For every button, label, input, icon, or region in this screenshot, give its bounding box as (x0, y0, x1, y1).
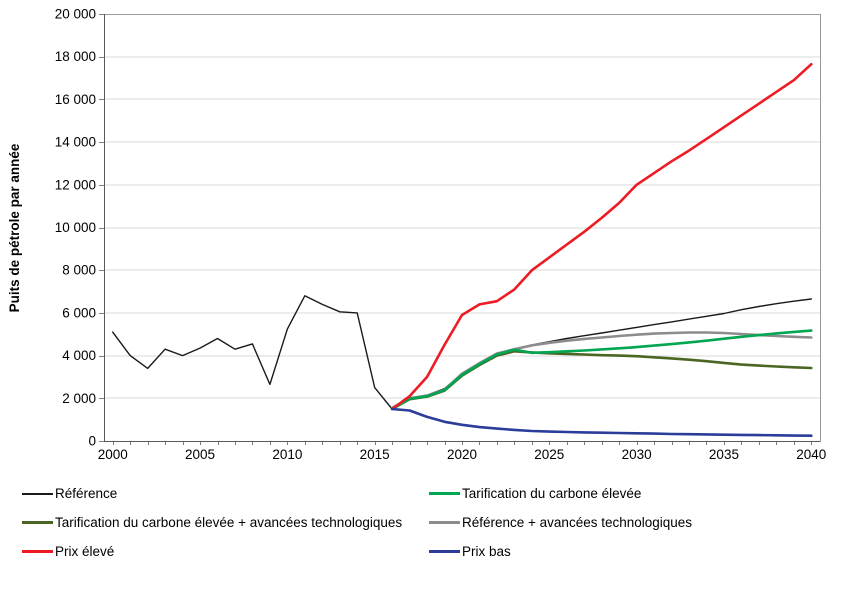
legend-label-carbon-price-high-tech: Tarification du carbone élevée + avancée… (55, 515, 403, 530)
series-line-3 (390, 331, 813, 410)
legend-label-reference: Référence (55, 486, 118, 501)
y-tick-label: 20 000 (55, 7, 96, 22)
legend-swatch-carbon-price-high-tech (22, 521, 53, 524)
y-tick-labels: 0 2 000 4 000 6 000 8 000 10 000 12 000 14 000 1… (55, 7, 96, 449)
axis-lines (103, 14, 820, 443)
legend-swatch-reference (22, 492, 53, 495)
y-tick-label: 0 (88, 434, 96, 449)
y-tick-label: 6 000 (62, 305, 96, 320)
legend-item-carbon-price-high: Tarification du carbone élevée (429, 486, 832, 501)
x-tick-label: 2000 (98, 447, 128, 462)
legend-label-reference-tech: Référence + avancées technologiques (462, 515, 693, 530)
wells-line-chart: 0 2 000 4 000 6 000 8 000 10 000 12 000 14 000 1… (55, 7, 827, 463)
x-tick-label: 2020 (447, 447, 477, 462)
x-tick-labels: 2000 2005 2010 2015 2020 2025 2030 2035 2040 (98, 447, 827, 462)
y-tick-label: 8 000 (62, 263, 96, 278)
x-tick-label: 2035 (709, 447, 739, 462)
x-tick-label: 2030 (622, 447, 652, 462)
legend-item-reference-tech: Référence + avancées technologiques (429, 515, 832, 530)
x-tick-label: 2015 (360, 447, 390, 462)
y-tick-label: 2 000 (62, 391, 96, 406)
legend-swatch-price-low (429, 550, 460, 553)
legend-item-price-high: Prix élevé (22, 544, 429, 559)
y-tick-label: 18 000 (55, 49, 96, 64)
x-tick-label: 2040 (796, 447, 826, 462)
legend-item-price-low: Prix bas (429, 544, 832, 559)
legend-item-reference: Référence (22, 486, 429, 501)
legend-item-carbon-price-high-tech: Tarification du carbone élevée + avancée… (22, 515, 429, 530)
x-tick-label: 2010 (272, 447, 302, 462)
y-tick-label: 4 000 (62, 348, 96, 363)
gridlines (104, 56, 820, 399)
legend-swatch-reference-tech (429, 521, 460, 524)
legend-label-carbon-price-high: Tarification du carbone élevée (462, 486, 642, 501)
y-tick-label: 10 000 (55, 220, 96, 235)
legend-swatch-carbon-price-high (429, 492, 460, 495)
series-line-1 (390, 329, 813, 411)
legend-swatch-price-high (22, 550, 53, 553)
legend-label-price-high: Prix élevé (55, 544, 115, 559)
y-tick-label: 12 000 (55, 177, 96, 192)
series-line-4 (390, 62, 813, 411)
series-line-5 (390, 407, 813, 438)
legend-label-price-low: Prix bas (462, 544, 511, 559)
x-tick-label: 2005 (185, 447, 215, 462)
x-tick-label: 2025 (534, 447, 564, 462)
y-axis-title: Puits de pétrole par année (7, 143, 22, 313)
chart-legend: Référence Tarification du carbone élevée… (22, 479, 832, 566)
y-tick-label: 16 000 (55, 92, 96, 107)
y-tick-label: 14 000 (55, 135, 96, 150)
